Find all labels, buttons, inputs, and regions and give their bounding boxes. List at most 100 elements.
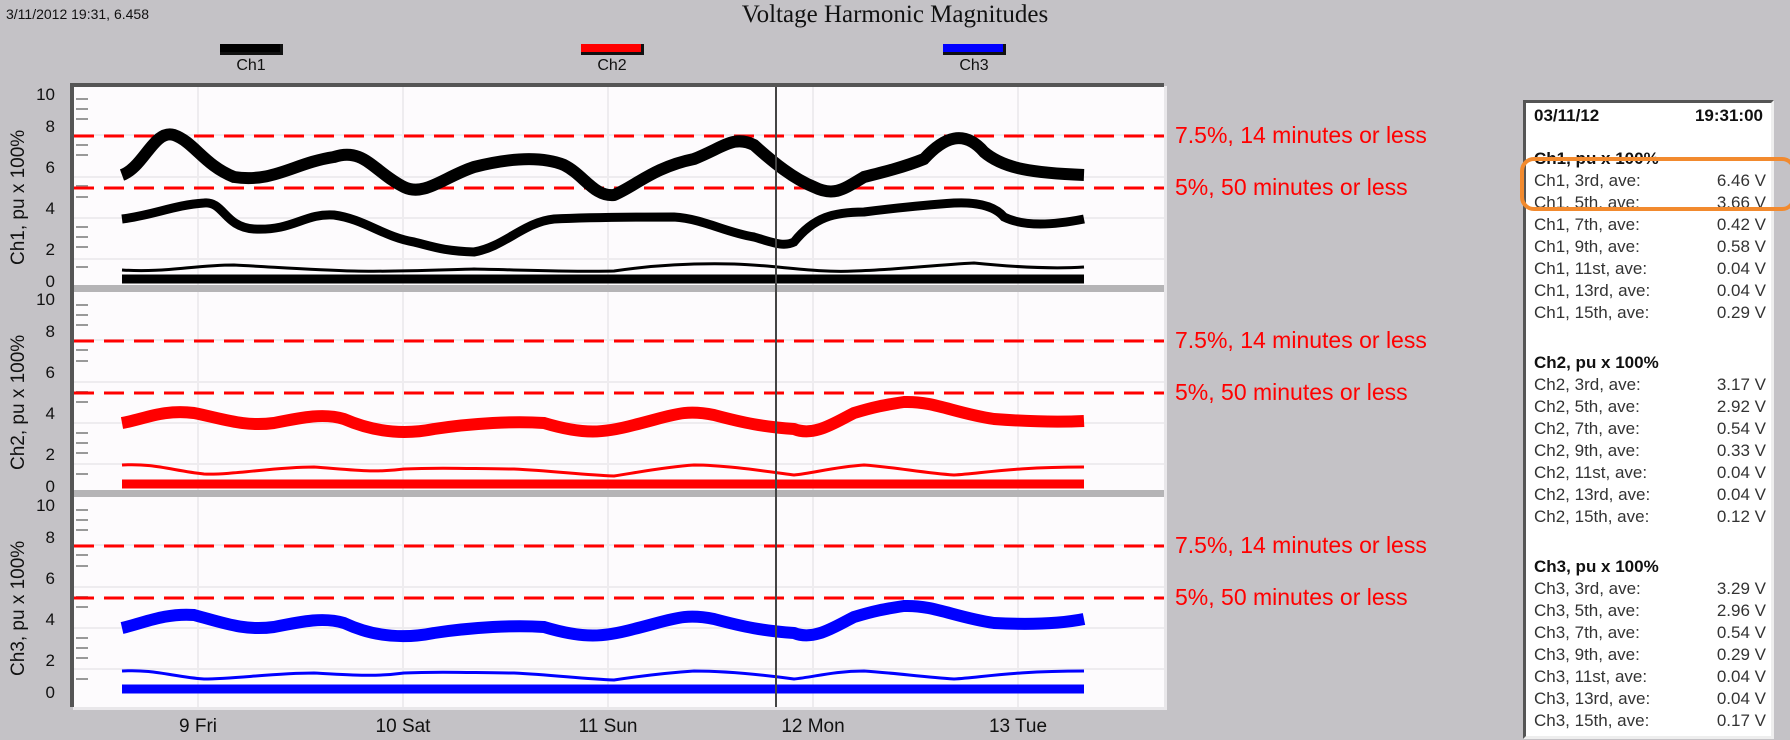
legend-label: Ch2 bbox=[597, 57, 627, 74]
readout-value: 0.04 V bbox=[1716, 463, 1766, 482]
readout-label: Ch2, 9th, ave: bbox=[1534, 441, 1640, 460]
y-tick: 6 bbox=[45, 158, 55, 177]
readout-value: 2.92 V bbox=[1716, 397, 1766, 416]
readout-row: Ch2, 11st, ave: 0.04 V bbox=[1534, 463, 1766, 485]
y-tick: 8 bbox=[45, 322, 55, 341]
y-tick: 6 bbox=[45, 569, 55, 588]
ch3-series bbox=[120, 599, 1086, 694]
readout-value: 0.42 V bbox=[1716, 215, 1766, 234]
readout-value: 0.29 V bbox=[1716, 303, 1766, 322]
readout-label: Ch2, 5th, ave: bbox=[1534, 397, 1640, 416]
readout-label: Ch1, 15th, ave: bbox=[1534, 303, 1650, 322]
pane-separator bbox=[74, 490, 1164, 497]
x-tick: 12 Mon bbox=[781, 716, 845, 737]
readout-value: 0.04 V bbox=[1716, 689, 1766, 708]
highlight-annotation-ch1-3rd bbox=[1520, 157, 1790, 211]
threshold-label-lower: 5%, 50 minutes or less bbox=[1175, 584, 1408, 610]
readout-row: Ch2, 5th, ave: 2.92 V bbox=[1534, 397, 1766, 419]
readout-value: 0.04 V bbox=[1716, 667, 1766, 686]
readout-label: Ch1, 3rd, ave: bbox=[1534, 171, 1641, 190]
pane-separator bbox=[74, 285, 1164, 292]
readout-value: 0.54 V bbox=[1716, 419, 1766, 438]
readout-value: 0.04 V bbox=[1716, 259, 1766, 278]
readout-label: Ch3, 11st, ave: bbox=[1534, 667, 1648, 686]
readout-value: 0.17 V bbox=[1716, 711, 1766, 730]
readout-label: Ch1, 13rd, ave: bbox=[1534, 281, 1651, 300]
y-tick: 0 bbox=[45, 272, 55, 291]
readout-value: 6.46 V bbox=[1716, 171, 1766, 190]
readout-row: Ch1, 7th, ave: 0.42 V bbox=[1534, 215, 1766, 237]
y-tick: 6 bbox=[45, 363, 55, 382]
threshold-label-lower: 5%, 50 minutes or less bbox=[1175, 174, 1408, 200]
readout-label: Ch1, 9th, ave: bbox=[1534, 237, 1640, 256]
readout-value: 2.96 V bbox=[1716, 601, 1766, 620]
readout-label: Ch3, 5th, ave: bbox=[1534, 601, 1640, 620]
legend-item-ch3[interactable]: Ch3 bbox=[939, 44, 1009, 75]
readout-row: Ch3, 15th, ave: 0.17 V bbox=[1534, 711, 1766, 733]
readout-label: Ch2, 15th, ave: bbox=[1534, 507, 1650, 526]
readout-label: Ch2, 13rd, ave: bbox=[1534, 485, 1651, 504]
y-tick: 10 bbox=[36, 85, 55, 104]
readout-row: Ch3, 7th, ave: 0.54 V bbox=[1534, 623, 1766, 645]
threshold-label-upper: 7.5%, 14 minutes or less bbox=[1175, 327, 1427, 353]
readout-row: Ch1, 3rd, ave: 6.46 V bbox=[1534, 171, 1766, 193]
y-tick: 2 bbox=[45, 651, 55, 670]
readout-value: 0.04 V bbox=[1716, 281, 1766, 300]
readout-row: Ch1, 9th, ave: 0.58 V bbox=[1534, 237, 1766, 259]
y-tick: 2 bbox=[45, 445, 55, 464]
panel-time: 19:31:00 bbox=[1694, 106, 1763, 125]
readout-row: Ch2, 7th, ave: 0.54 V bbox=[1534, 419, 1766, 441]
ch1-series bbox=[119, 128, 1085, 284]
readout-row: Ch3, 3rd, ave: 3.29 V bbox=[1534, 579, 1766, 601]
panel-date: 03/11/12 bbox=[1534, 106, 1600, 125]
readout-row: Ch2, 3rd, ave: 3.17 V bbox=[1534, 375, 1766, 397]
y-tick: 10 bbox=[36, 290, 55, 309]
y-tick: 0 bbox=[45, 683, 55, 702]
plot-area[interactable] bbox=[70, 83, 1164, 707]
readout-value: 0.12 V bbox=[1716, 507, 1766, 526]
readout-row: Ch1, 13rd, ave: 0.04 V bbox=[1534, 281, 1766, 303]
y-tick: 0 bbox=[45, 477, 55, 496]
readout-value: 0.33 V bbox=[1716, 441, 1766, 460]
y-minor-ticks bbox=[76, 98, 88, 680]
cursor-readout: 3/11/2012 19:31, 6.458 bbox=[6, 6, 149, 22]
legend-swatch-ch3 bbox=[942, 44, 1006, 55]
section-title-ch2: Ch2, pu x 100% bbox=[1534, 353, 1659, 372]
legend-label: Ch1 bbox=[236, 57, 266, 74]
readout-label: Ch1, 11st, ave: bbox=[1534, 259, 1648, 278]
y-tick: 2 bbox=[45, 240, 55, 259]
readout-row: Ch3, 13rd, ave: 0.04 V bbox=[1534, 689, 1766, 711]
y-tick: 4 bbox=[45, 404, 55, 423]
readout-value: 0.58 V bbox=[1716, 237, 1766, 256]
y-tick: 8 bbox=[45, 528, 55, 547]
readout-label: Ch2, 11st, ave: bbox=[1534, 463, 1648, 482]
readout-value: 3.29 V bbox=[1716, 579, 1766, 598]
harmonic-readout-panel: 03/11/12 19:31:00 Ch1, pu x 100% Ch1, 3r… bbox=[1523, 100, 1774, 739]
readout-value: 0.54 V bbox=[1716, 623, 1766, 642]
panel-header: 03/11/12 19:31:00 bbox=[1534, 106, 1763, 126]
legend-item-ch1[interactable]: Ch1 bbox=[216, 44, 286, 75]
readout-value: 0.29 V bbox=[1716, 645, 1766, 664]
legend-swatch-ch1 bbox=[219, 44, 283, 55]
readout-row: Ch1, 11st, ave: 0.04 V bbox=[1534, 259, 1766, 281]
readout-row: Ch2, 15th, ave: 0.12 V bbox=[1534, 507, 1766, 529]
readout-label: Ch2, 3rd, ave: bbox=[1534, 375, 1641, 394]
readout-row: Ch3, 9th, ave: 0.29 V bbox=[1534, 645, 1766, 667]
threshold-label-upper: 7.5%, 14 minutes or less bbox=[1175, 532, 1427, 558]
legend-item-ch2[interactable]: Ch2 bbox=[577, 44, 647, 75]
threshold-label-lower: 5%, 50 minutes or less bbox=[1175, 379, 1408, 405]
readout-label: Ch3, 7th, ave: bbox=[1534, 623, 1640, 642]
readout-row: Ch3, 5th, ave: 2.96 V bbox=[1534, 601, 1766, 623]
readout-row: Ch1, 15th, ave: 0.29 V bbox=[1534, 303, 1766, 325]
readout-row: Ch3, 11st, ave: 0.04 V bbox=[1534, 667, 1766, 689]
threshold-lines bbox=[74, 134, 1164, 600]
y-tick: 10 bbox=[36, 496, 55, 515]
chart-canvas bbox=[74, 87, 1164, 707]
ch2-series bbox=[120, 395, 1085, 489]
readout-label: Ch3, 13rd, ave: bbox=[1534, 689, 1651, 708]
readout-label: Ch2, 7th, ave: bbox=[1534, 419, 1640, 438]
x-tick: 10 Sat bbox=[375, 716, 431, 737]
readout-value: 0.04 V bbox=[1716, 485, 1766, 504]
legend-swatch-ch2 bbox=[580, 44, 644, 55]
readout-label: Ch1, 7th, ave: bbox=[1534, 215, 1640, 234]
